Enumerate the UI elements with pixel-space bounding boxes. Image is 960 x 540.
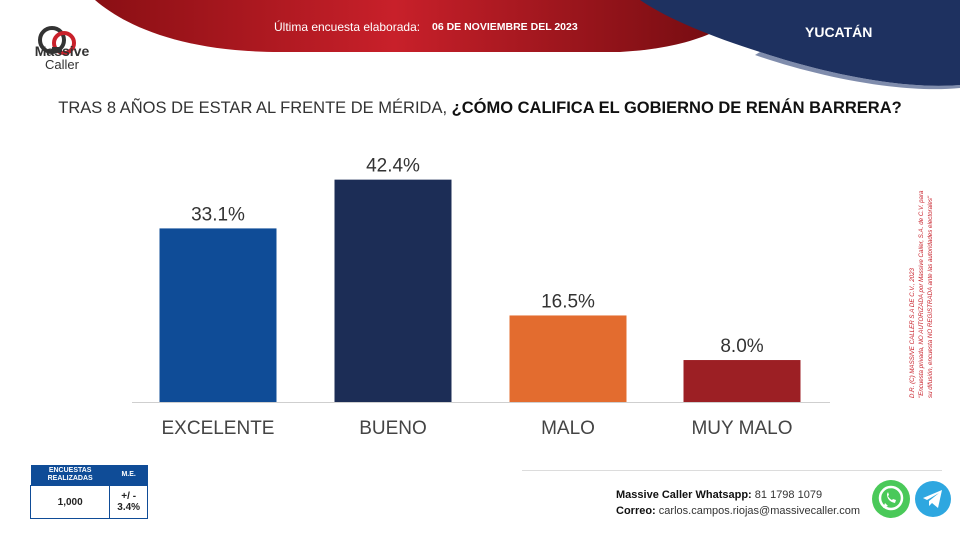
sample-header-margin: M.E.	[109, 465, 148, 486]
logo-name: Massive	[34, 43, 90, 59]
footer-divider	[522, 470, 942, 471]
phone-label: Massive Caller Whatsapp:	[616, 489, 752, 501]
value-label: 42.4%	[366, 156, 420, 177]
contact-phone: Massive Caller Whatsapp: 81 1798 1079	[616, 489, 822, 501]
question-bold: ¿CÓMO CALIFICA EL GOBIERNO DE RENÁN BARR…	[451, 99, 902, 117]
legal-line-1: D.R. (C) MASSIVE CALLER S.A DE C.V., 202…	[909, 267, 916, 398]
email-label: Correo:	[616, 505, 656, 517]
bar-malo	[509, 315, 627, 402]
bars-group: 33.1% EXCELENTE 42.4% BUENO 16.5% MALO 8.0% MUY…	[159, 156, 801, 439]
region-label: YUCATÁN	[805, 24, 873, 40]
sample-margin: +/ - 3.4%	[109, 485, 148, 519]
whatsapp-icon[interactable]	[871, 479, 911, 519]
category-label: BUENO	[359, 418, 427, 439]
navy-banner	[640, 0, 960, 86]
question-prefix: TRAS 8 AÑOS DE ESTAR AL FRENTE DE MÉRIDA…	[58, 99, 452, 117]
email-address[interactable]: carlos.campos.riojas@massivecaller.com	[658, 505, 861, 517]
massive-caller-logo	[38, 26, 76, 55]
sample-header-count: ENCUESTAS REALIZADAS	[30, 465, 110, 486]
survey-date: 06 DE NOVIEMBRE DEL 2023	[432, 21, 578, 33]
value-label: 8.0%	[720, 336, 763, 357]
value-label: 33.1%	[191, 204, 245, 225]
contact-email: Correo: carlos.campos.riojas@massivecall…	[616, 505, 860, 517]
phone-number[interactable]: 81 1798 1079	[754, 489, 823, 501]
legal-line-2: "Encuesta privada, NO AUTORIZADA por Mas…	[918, 190, 925, 398]
logo-subtitle: Caller	[45, 57, 79, 72]
red-banner	[95, 0, 760, 52]
page-title: TRAS 8 AÑOS DE ESTAR AL FRENTE DE MÉRIDA…	[0, 99, 960, 118]
bar-bueno	[334, 179, 452, 402]
legal-notice: D.R. (C) MASSIVE CALLER S.A DE C.V., 202…	[909, 190, 934, 398]
header-banner	[95, 0, 960, 90]
bar-excelente	[159, 228, 277, 402]
bar-muy-malo	[683, 360, 801, 402]
sample-table: ENCUESTAS REALIZADAS M.E. 1,000 +/ - 3.4…	[29, 465, 148, 519]
telegram-icon[interactable]	[914, 480, 952, 518]
bar-chart: 33.1% EXCELENTE 42.4% BUENO 16.5% MALO 8.0% MUY…	[132, 156, 830, 439]
sample-count: 1,000	[29, 485, 111, 519]
legal-line-3: su difusión, encuesta NO REGISTRADA ante…	[927, 195, 934, 398]
category-label: EXCELENTE	[162, 418, 275, 439]
value-label: 16.5%	[541, 291, 595, 312]
category-label: MUY MALO	[691, 418, 792, 439]
survey-label: Última encuesta elaborada:	[274, 20, 421, 34]
category-label: MALO	[541, 418, 595, 439]
